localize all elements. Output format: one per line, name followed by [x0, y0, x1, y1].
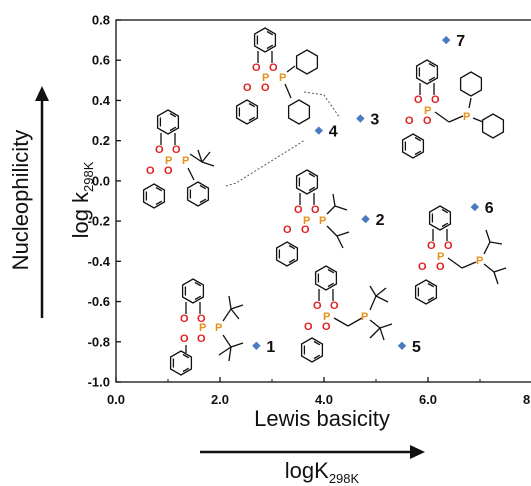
x-tick-label: 6.0 [419, 392, 437, 407]
x-tick-label: 2.0 [211, 392, 229, 407]
phosphorus-atom: P [361, 311, 368, 323]
x-tick-label: 4.0 [315, 392, 333, 407]
oxygen-atom: O [330, 300, 339, 312]
oxygen-atom: O [261, 82, 270, 94]
oxygen-atom: O [431, 94, 440, 106]
phosphorus-atom: P [424, 105, 431, 117]
structure-6: O O P O O P [414, 205, 507, 305]
data-point-label-1: 1 [266, 339, 275, 356]
oxygen-atom: O [243, 82, 252, 94]
oxygen-atom: O [304, 321, 313, 333]
leader-line-4 [225, 139, 306, 187]
y-tick-label: 0.2 [92, 133, 110, 148]
data-point-3 [356, 114, 365, 123]
phosphorus-atom: P [199, 322, 206, 334]
structure-3: O O P O O P [235, 27, 319, 125]
phosphorus-atom: P [476, 255, 483, 267]
x-axis-arrow-head [410, 445, 425, 459]
y-axis-title: Nucleophilicity [8, 130, 33, 271]
x-axis-unit-base: logK [285, 458, 329, 483]
axis-ticks [115, 19, 481, 383]
phosphorus-atom: P [437, 251, 444, 263]
phosphorus-atom: P [262, 72, 269, 84]
oxygen-atom: O [418, 261, 427, 273]
oxygen-atom: O [180, 333, 189, 345]
data-point-label-3: 3 [370, 112, 379, 129]
oxygen-atom: O [197, 313, 206, 325]
data-point-label-5: 5 [412, 339, 421, 356]
oxygen-atom: O [322, 321, 331, 333]
data-point-label-6: 6 [485, 200, 494, 217]
y-axis-unit-subscript: 298K [81, 161, 96, 192]
oxygen-atom: O [155, 144, 164, 156]
structure-2: O O P O O P [275, 169, 350, 267]
y-tick-label: 0.8 [92, 13, 110, 28]
phosphorus-atom: P [182, 155, 189, 167]
leader-line-3 [303, 91, 341, 119]
oxygen-atom: O [164, 165, 173, 177]
y-tick-label: -0.2 [88, 214, 110, 229]
x-axis-title: Lewis basicity [254, 406, 390, 431]
y-tick-label: -0.4 [88, 254, 111, 269]
y-tick-label: 0.6 [92, 53, 110, 68]
structure-4: O O P O O P [142, 109, 215, 209]
data-point-label-7: 7 [456, 33, 465, 50]
structure-5: O O P O O P [300, 265, 393, 363]
x-axis-unit-subscript: 298K [329, 471, 360, 486]
oxygen-atom: O [172, 144, 181, 156]
oxygen-atom: O [444, 240, 453, 252]
y-axis-unit-base: log k [68, 191, 93, 238]
oxygen-atom: O [436, 261, 445, 273]
data-point-6 [470, 202, 479, 212]
data-point-2 [361, 214, 370, 224]
oxygen-atom: O [301, 224, 310, 236]
y-tick-label: -0.6 [88, 294, 110, 309]
phosphorus-atom: P [279, 72, 286, 84]
phosphorus-atom: P [215, 322, 222, 334]
y-tick-label: -0.8 [88, 334, 110, 349]
data-point-4 [314, 126, 323, 135]
oxygen-atom: O [414, 94, 423, 106]
data-point-5 [397, 341, 407, 350]
oxygen-atom: O [269, 62, 278, 74]
x-tick-labels: 0.0 2.0 4.0 6.0 8.0 [107, 392, 531, 407]
phosphorus-atom: P [319, 215, 326, 227]
oxygen-atom: O [252, 62, 261, 74]
oxygen-atom: O [427, 240, 436, 252]
phosphorus-atom: P [303, 215, 310, 227]
phosphorus-atom: P [463, 111, 470, 123]
structure-7: O O P O O P [401, 59, 505, 159]
oxygen-atom: O [197, 333, 206, 345]
y-tick-label: 0.4 [92, 93, 111, 108]
oxygen-atom: O [146, 165, 155, 177]
oxygen-atom: O [313, 300, 322, 312]
data-point-label-4: 4 [329, 124, 338, 141]
y-axis-arrow-head [35, 86, 49, 101]
data-point-label-2: 2 [376, 212, 385, 229]
x-axis-unit: logK298K [285, 458, 360, 486]
y-axis-unit: log k298K [68, 161, 96, 238]
x-tick-label: 8.0 [523, 392, 531, 407]
oxygen-atom: O [180, 313, 189, 325]
oxygen-atom: O [283, 224, 292, 236]
phosphorus-atom: P [165, 155, 172, 167]
data-point-7 [442, 35, 451, 45]
structure-1: O O P O O P [169, 278, 244, 376]
x-tick-label: 0.0 [107, 392, 125, 407]
oxygen-atom: O [294, 204, 303, 216]
data-point-1 [252, 341, 261, 350]
oxygen-atom: O [311, 204, 320, 216]
data-points: 1 2 3 4 5 6 7 [252, 33, 494, 356]
oxygen-atom: O [423, 115, 432, 127]
y-tick-labels: -1.0 -0.8 -0.6 -0.4 -0.2 0.0 0.2 0.4 0.6 0.8 [88, 13, 111, 390]
y-tick-label: -1.0 [88, 375, 110, 390]
oxygen-atom: O [405, 115, 414, 127]
y-tick-label: 0.0 [92, 173, 110, 188]
phosphorus-atom: P [323, 311, 330, 323]
